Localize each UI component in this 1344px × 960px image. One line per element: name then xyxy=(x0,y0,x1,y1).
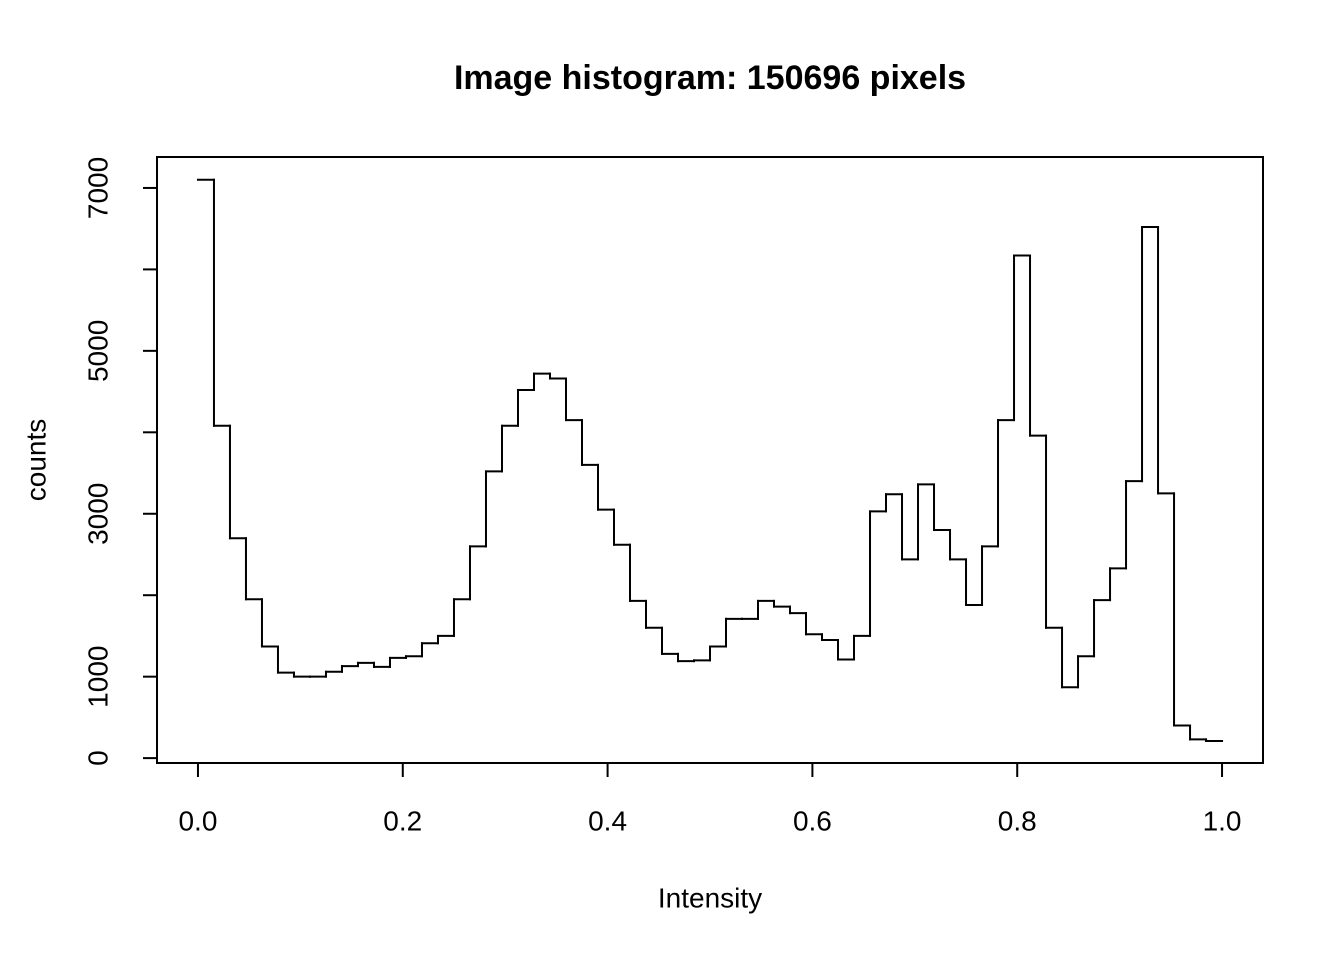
y-tick-label: 3000 xyxy=(82,483,113,545)
y-axis-label: counts xyxy=(20,419,51,502)
x-axis-label: Intensity xyxy=(658,882,762,913)
x-tick-label: 0.8 xyxy=(998,805,1037,836)
plot-frame xyxy=(156,156,1264,764)
x-tick-label: 0.6 xyxy=(793,805,832,836)
x-tick-label: 0.2 xyxy=(383,805,422,836)
x-tick-label: 0.4 xyxy=(588,805,627,836)
chart-title: Image histogram: 150696 pixels xyxy=(454,59,966,97)
x-tick-label: 1.0 xyxy=(1203,805,1242,836)
y-tick-label: 7000 xyxy=(82,157,113,219)
y-tick-label: 5000 xyxy=(82,320,113,382)
x-tick-label: 0.0 xyxy=(178,805,217,836)
y-tick-label: 1000 xyxy=(82,646,113,708)
y-tick-label: 0 xyxy=(82,750,113,766)
